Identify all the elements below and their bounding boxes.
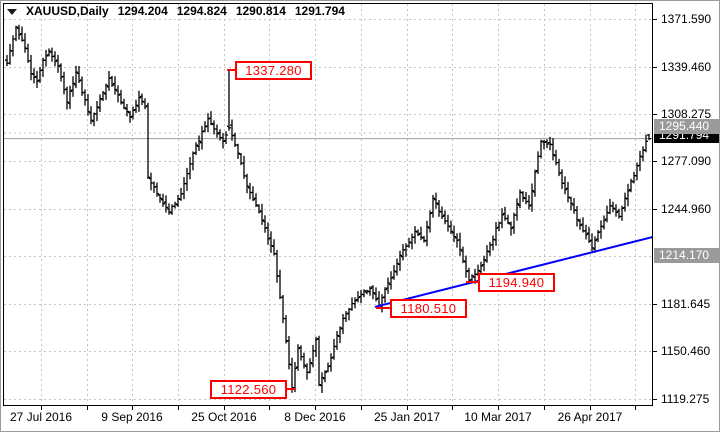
price-label-annotation[interactable]: 1337.280 [235,61,312,80]
object-price-box: 1295.440 [654,119,719,134]
price-label-annotation[interactable]: 1194.940 [478,273,555,292]
date-axis-label: 25 Jan 2017 [373,410,441,424]
price-axis-label: 1371.590 [661,12,712,26]
price-axis-label: 1244.960 [661,202,712,216]
date-axis-label: 8 Dec 2016 [284,410,346,424]
price-axis-label: 1119.275 [661,392,710,406]
price-label-annotation[interactable]: 1122.560 [210,380,287,399]
date-axis-label: 9 Sep 2016 [101,410,163,424]
ohlc-high: 1294.824 [176,4,227,18]
ohlc-low: 1290.814 [235,4,286,18]
chart-symbol-period: XAUUSD,Daily [26,4,109,18]
date-axis-label: 27 Jul 2016 [9,410,73,424]
chart-menu-triangle-icon[interactable] [7,8,17,15]
price-axis-label: 1339.460 [661,60,712,74]
ohlc-open: 1294.204 [117,4,168,18]
chart-title: XAUUSD,Daily 1294.204 1294.824 1290.814 … [7,4,345,18]
date-axis-label: 25 Oct 2016 [191,410,257,424]
date-axis-label: 10 Mar 2017 [464,410,532,424]
price-axis-label: 1150.460 [661,344,711,358]
object-price-box: 1214.170 [654,248,719,263]
price-label-annotation[interactable]: 1180.510 [390,299,467,318]
ohlc-bars [5,24,651,393]
price-axis-label: 1308.275 [661,107,712,121]
trendline[interactable] [374,235,654,308]
plot-frame [3,3,653,406]
ohlc-close: 1291.794 [294,4,345,18]
price-axis-label: 1277.090 [661,154,712,168]
price-axis-label: 1181.645 [661,297,711,311]
date-axis-label: 26 Apr 2017 [557,410,623,424]
